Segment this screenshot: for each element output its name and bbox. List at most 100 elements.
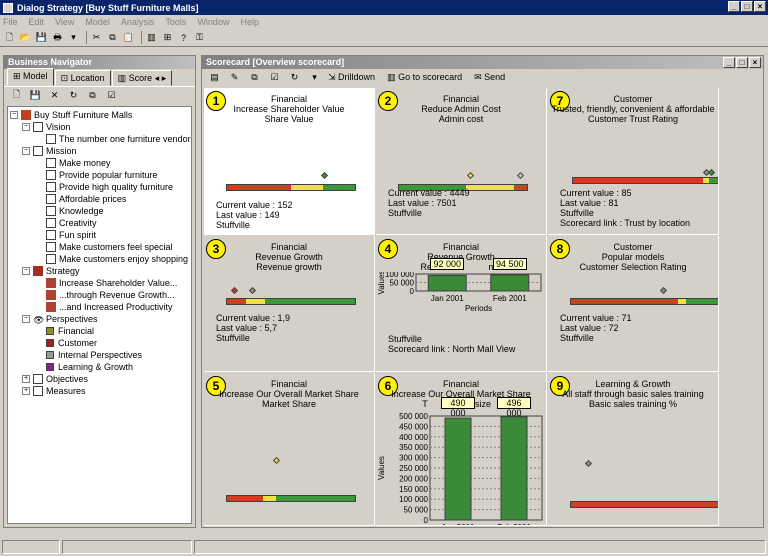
tree-mission-item[interactable]: Make money bbox=[46, 157, 111, 169]
scorecard-cell-1[interactable]: 1 Financial Increase Shareholder Value Shar… bbox=[204, 88, 375, 235]
tree-strategy-item[interactable]: ...through Revenue Growth... bbox=[46, 289, 175, 301]
card-info-line: Last value : 81 bbox=[560, 198, 619, 208]
tree-mission-item[interactable]: Make customers enjoy shopping bbox=[46, 253, 188, 265]
scorecard-cell-7[interactable]: 7 Customer Trusted, friendly, convenient &… bbox=[548, 88, 719, 235]
main-toolbar: 🗋 📂 💾 🖶 ▾ ✂ ⧉ 📋 ▥ ⊞ ? ⚿ bbox=[0, 29, 768, 47]
tree-strategy-item[interactable]: ...and Increased Productivity bbox=[46, 301, 173, 313]
tree-mission-item[interactable]: Provide popular furniture bbox=[46, 169, 158, 181]
tree-perspective-item[interactable]: Internal Perspectives bbox=[46, 349, 142, 361]
app-icon bbox=[3, 2, 13, 13]
window-titlebar: Dialog Strategy [Buy Stuff Furniture Mal… bbox=[0, 0, 768, 15]
card-objective: Revenue Growth bbox=[427, 252, 495, 262]
tree-perspective-item[interactable]: Financial bbox=[46, 325, 94, 337]
card-info-line: Last value : 7501 bbox=[388, 198, 457, 208]
goto-scorecard-button[interactable]: ▥ Go to scorecard bbox=[387, 72, 463, 82]
layout-icon[interactable]: ▥ bbox=[147, 32, 156, 42]
tree-strategy[interactable]: − Strategy bbox=[22, 266, 80, 276]
tree-measures[interactable]: + Measures bbox=[22, 386, 86, 396]
save-icon[interactable]: 💾 bbox=[35, 32, 48, 42]
scorecard-cell-9[interactable]: 9 Learning & Growth All staff through basi… bbox=[548, 373, 719, 526]
measure-number-badge: 1 bbox=[206, 91, 226, 111]
print-icon[interactable]: 🖶 bbox=[53, 31, 62, 42]
scorecard-icon[interactable]: ▤ bbox=[210, 72, 219, 82]
tree-mission-item[interactable]: Creativity bbox=[46, 217, 97, 229]
model-tree: − Buy Stuff Furniture Malls − Vision The n… bbox=[7, 106, 192, 524]
copy-icon[interactable]: ⧉ bbox=[109, 32, 116, 42]
cut-icon[interactable]: ✂ bbox=[92, 32, 101, 42]
minimize-button[interactable]: _ bbox=[728, 1, 740, 12]
scorecard-cell-3[interactable]: 3 Financial Revenue Growth Revenue growth Cu… bbox=[204, 236, 375, 372]
scorecard-cell-8[interactable]: 8 Customer Popular models Customer Selectio… bbox=[548, 236, 719, 372]
menu-tools[interactable]: Tools bbox=[165, 17, 187, 27]
strategy-item-icon bbox=[46, 278, 56, 288]
drilldown-button[interactable]: ⇲ Drilldown bbox=[328, 72, 376, 82]
menu-help[interactable]: Help bbox=[240, 17, 259, 27]
card-info-line: Last value : 5,7 bbox=[216, 323, 278, 333]
tab-location[interactable]: ⊡ Location bbox=[54, 70, 111, 86]
scorecard-cell-2[interactable]: 2 Financial Reduce Admin Cost Admin cost Cur… bbox=[376, 88, 547, 235]
tree-strategy-item[interactable]: Increase Shareholder Value... bbox=[46, 277, 177, 289]
card-info-line: Last value : 149 bbox=[216, 210, 280, 220]
bar bbox=[490, 274, 530, 292]
dropdown-icon[interactable]: ▾ bbox=[312, 72, 317, 82]
properties-icon[interactable]: ☑ bbox=[270, 72, 279, 82]
tree-perspective-item[interactable]: Customer bbox=[46, 337, 97, 349]
tree-perspective-item[interactable]: Learning & Growth bbox=[46, 361, 133, 373]
key-icon[interactable]: ⚿ bbox=[196, 32, 203, 42]
copy-icon[interactable]: ⧉ bbox=[251, 72, 258, 82]
tab-score[interactable]: ▥ Score ◂ ▸ bbox=[111, 70, 173, 86]
tree-mission-item[interactable]: Provide high quality furniture bbox=[46, 181, 173, 193]
menu-model[interactable]: Model bbox=[85, 17, 110, 27]
menu-view[interactable]: View bbox=[55, 17, 75, 27]
delete-icon[interactable]: ✕ bbox=[50, 89, 59, 100]
card-measure: T bbox=[422, 399, 428, 409]
send-button[interactable]: ✉ Send bbox=[474, 72, 506, 82]
tree-objectives[interactable]: + Objectives bbox=[22, 374, 89, 384]
tab-model[interactable]: ⊞ Model bbox=[7, 68, 54, 86]
card-info-line: Current value : 1,9 bbox=[216, 313, 291, 323]
tree-mission-item[interactable]: Fun spirit bbox=[46, 229, 96, 241]
last-value-marker bbox=[659, 286, 668, 295]
check-icon[interactable]: ☑ bbox=[107, 89, 116, 100]
refresh-icon[interactable]: ↻ bbox=[290, 72, 299, 82]
copy-item-icon[interactable]: ⧉ bbox=[89, 89, 96, 100]
tree-mission-item[interactable]: Affordable prices bbox=[46, 193, 126, 205]
menu-analysis[interactable]: Analysis bbox=[120, 17, 155, 27]
tree-mission-item[interactable]: Knowledge bbox=[46, 205, 104, 217]
refresh-icon[interactable]: ↻ bbox=[69, 89, 78, 100]
document-icon bbox=[46, 206, 56, 216]
y-tick-label: 0 bbox=[424, 516, 429, 525]
status-bar-indicator bbox=[226, 184, 356, 191]
menu-window[interactable]: Window bbox=[197, 17, 230, 27]
menu-edit[interactable]: Edit bbox=[28, 17, 45, 27]
help-icon[interactable]: ? bbox=[180, 32, 186, 43]
measure-number-badge: 5 bbox=[206, 376, 226, 396]
menu-file[interactable]: File bbox=[3, 17, 18, 27]
scorecard-minimize-button[interactable]: _ bbox=[723, 57, 735, 68]
tree-root[interactable]: − Buy Stuff Furniture Malls bbox=[10, 110, 133, 120]
scorecard-cell-5[interactable]: 5 Financial Increase Our Overall Market Sh… bbox=[204, 373, 375, 526]
dropdown-icon[interactable]: ▾ bbox=[71, 32, 76, 42]
current-value-marker bbox=[230, 286, 239, 295]
maximize-button[interactable]: □ bbox=[741, 1, 753, 12]
open-icon[interactable]: 📂 bbox=[19, 32, 32, 42]
perspective-color-swatch bbox=[46, 339, 54, 347]
edit-icon[interactable]: ✎ bbox=[230, 72, 239, 82]
scorecard-close-button[interactable]: × bbox=[749, 57, 761, 68]
tree-mission-item[interactable]: Make customers feel special bbox=[46, 241, 173, 253]
new-icon[interactable]: 🗋 bbox=[5, 31, 14, 42]
save-item-icon[interactable]: 💾 bbox=[29, 89, 42, 100]
new-item-icon[interactable]: 🗋 bbox=[12, 89, 21, 99]
current-value-marker bbox=[707, 168, 716, 177]
card-category: Learning & Growth bbox=[595, 379, 671, 389]
tree-mission[interactable]: − Mission bbox=[22, 146, 77, 156]
tree-perspectives[interactable]: − 👁 Perspectives bbox=[22, 314, 98, 325]
scorecard-cell-6[interactable]: 6 Financial Increase Our Overall Market Sh… bbox=[376, 373, 547, 526]
tree-vision-text[interactable]: The number one furniture vendor bbox=[46, 133, 191, 145]
diagram-icon[interactable]: ⊞ bbox=[163, 32, 172, 42]
tree-vision[interactable]: − Vision bbox=[22, 122, 71, 132]
scorecard-maximize-button[interactable]: □ bbox=[736, 57, 748, 68]
close-button[interactable]: × bbox=[754, 1, 766, 12]
paste-icon[interactable]: 📋 bbox=[122, 32, 135, 42]
